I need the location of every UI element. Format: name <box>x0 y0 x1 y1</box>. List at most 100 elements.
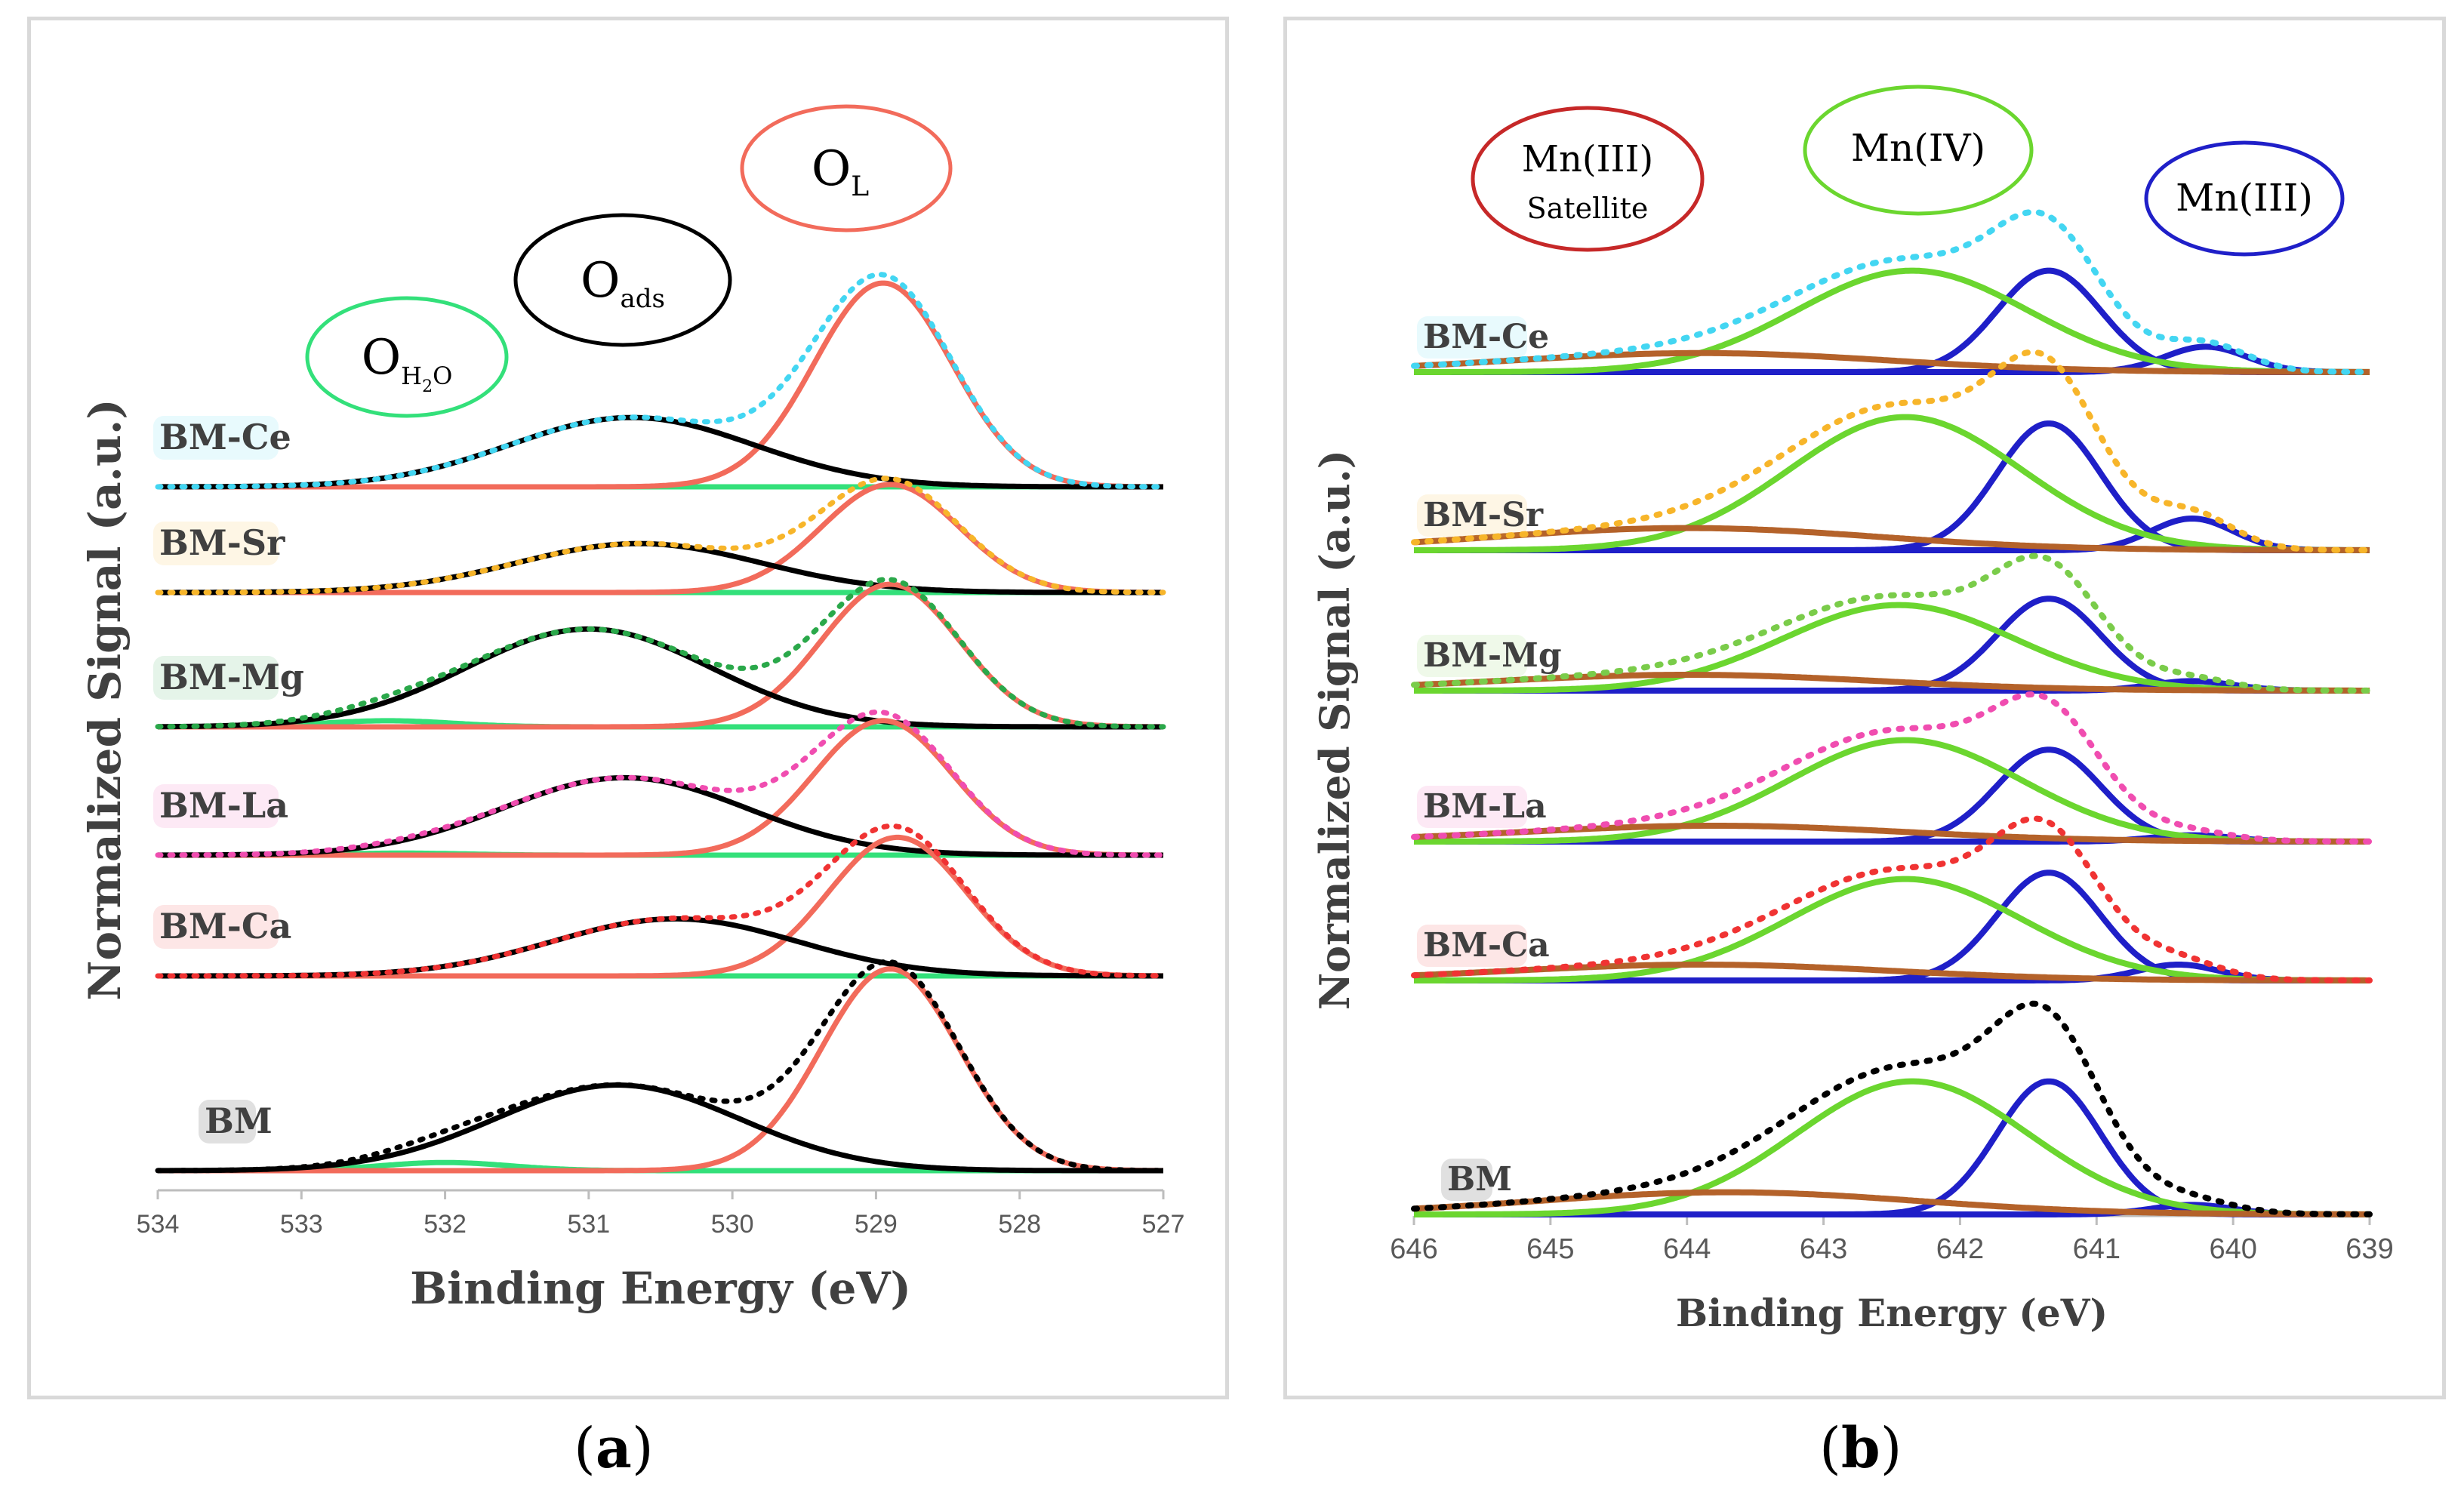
x-tick-label: 533 <box>280 1210 323 1239</box>
envelope-dotted-line <box>155 709 1166 858</box>
series-bm-ce: BM-Ce <box>1411 208 2373 375</box>
series-label: BM <box>205 1100 273 1141</box>
ol-component-line <box>158 482 1163 596</box>
x-tick-label: 646 <box>1390 1233 1437 1265</box>
x-axis-label: Binding Energy (eV) <box>1676 1291 2108 1335</box>
series-label: BM-Ca <box>1423 926 1550 965</box>
x-tick-label: 527 <box>1142 1210 1185 1239</box>
x-axis-label: Binding Energy (eV) <box>410 1263 911 1314</box>
sublabel-a: (a) <box>574 1416 654 1481</box>
envelope-dotted-line <box>155 272 1166 490</box>
ol-component-line <box>158 966 1163 1174</box>
series-label-glow <box>1417 494 1527 537</box>
envelope-dotted-line <box>155 577 1166 730</box>
envelope-dotted-line <box>1411 553 2373 694</box>
series-bm-la: BM-La <box>1411 691 2373 845</box>
series-label-glow <box>153 522 279 565</box>
oads-component-line <box>158 916 1163 979</box>
svg-text:Mn(IV): Mn(IV) <box>1851 126 1985 170</box>
mn3-component-line <box>1414 870 2370 983</box>
mn3-satellite-line <box>1413 823 2370 845</box>
envelope-dotted-line <box>1411 815 2373 983</box>
svg-text:Satellite: Satellite <box>1527 192 1649 225</box>
series-label-glow <box>1417 635 1527 677</box>
ol-component-line <box>158 718 1164 858</box>
ol-component-line <box>158 280 1163 490</box>
x-tick-label: 640 <box>2209 1233 2256 1265</box>
series-bm: BM <box>155 959 1166 1174</box>
mn3-satellite-line <box>1413 962 2370 983</box>
x-tick-label: 531 <box>567 1210 610 1239</box>
series-label: BM-Sr <box>1423 496 1544 534</box>
series-bm-ce: BM-Ce <box>153 272 1166 490</box>
x-tick-label: 639 <box>2345 1233 2393 1265</box>
series-label: BM-La <box>1423 787 1547 826</box>
x-tick-label: 534 <box>137 1210 180 1239</box>
svg-text:Mn(III): Mn(III) <box>1522 138 1653 180</box>
oads-peak-label: Oads <box>513 213 732 347</box>
envelope-dotted-line <box>155 959 1166 1174</box>
sublabel-b: (b) <box>1819 1416 1902 1481</box>
y-axis-label: Normalized Signal (a.u.) <box>79 399 131 1000</box>
mn4-component-line <box>1414 876 2370 983</box>
series-label-glow <box>153 784 279 828</box>
y-axis-label: Normalized Signal (a.u.) <box>1311 450 1359 1010</box>
envelope-dotted-line <box>1411 691 2373 845</box>
series-label-glow <box>153 416 279 460</box>
series-label-glow <box>199 1100 256 1143</box>
envelope-dotted-line <box>1411 1000 2373 1217</box>
svg-text:Mn(III): Mn(III) <box>2176 176 2313 220</box>
ol-peak-label: OL <box>740 104 953 232</box>
series-label: BM-Sr <box>159 522 285 563</box>
series-label-glow <box>153 905 279 949</box>
series-label: BM-La <box>159 785 288 826</box>
series-label: BM-Mg <box>159 657 304 697</box>
mn3-satellite-line <box>1413 672 2370 694</box>
series-label: BM <box>1447 1160 1512 1199</box>
ol-component-line <box>158 834 1163 979</box>
x-tick-label: 642 <box>1936 1233 1984 1265</box>
mn3-satellite-line <box>1413 349 2370 375</box>
mn4-component-line <box>1414 737 2370 845</box>
x-tick-label: 645 <box>1526 1233 1574 1265</box>
envelope-dotted-line <box>1411 349 2373 553</box>
x-tick-label: 641 <box>2073 1233 2121 1265</box>
series-label-glow <box>1441 1159 1492 1201</box>
series-bm-ca: BM-Ca <box>153 823 1166 979</box>
mn3-peak-label: Mn(III) <box>2144 140 2345 257</box>
mn3-satellite-line <box>1413 1189 2370 1217</box>
series-label: BM-Ca <box>159 906 291 946</box>
mn4-component-line <box>1414 414 2370 553</box>
envelope-dotted-line <box>1411 208 2373 375</box>
series-bm-sr: BM-Sr <box>1411 349 2373 553</box>
series-label: BM-Mg <box>1423 636 1562 675</box>
series-bm-la: BM-La <box>153 709 1166 858</box>
envelope-dotted-line <box>155 476 1166 596</box>
oads-component-line <box>158 774 1163 858</box>
series-bm-mg: BM-Mg <box>1411 553 2373 694</box>
series-bm: BM <box>1411 1000 2373 1217</box>
series-label: BM-Ce <box>1423 318 1549 356</box>
mn3-satellite-peak-label: Mn(III) Satellite <box>1471 106 1705 252</box>
chart-a: 534 533 532 531 530 529 528 527 Binding Energy (… <box>79 104 1185 1314</box>
series-label-glow <box>1417 925 1527 967</box>
series-bm-ca: BM-Ca <box>1411 815 2373 983</box>
oh2o-peak-label: OH2O <box>305 296 509 418</box>
x-tick-label: 529 <box>855 1210 898 1239</box>
ol-component-line <box>158 581 1163 730</box>
mn4-peak-label: Mn(IV) <box>1803 85 2034 216</box>
series-label: BM-Ce <box>159 417 291 457</box>
x-tick-label: 532 <box>424 1210 467 1239</box>
series-bm-sr: BM-Sr <box>153 476 1166 596</box>
chart-b: 646 645 644 643 642 641 640 639 Binding Energy (… <box>1311 85 2394 1335</box>
envelope-dotted-line <box>155 823 1166 979</box>
x-tick-label: 528 <box>998 1210 1041 1239</box>
x-tick-label: 644 <box>1663 1233 1711 1265</box>
mn3-component-line <box>1414 1078 2370 1217</box>
x-tick-label: 530 <box>711 1210 754 1239</box>
panel-b: 646 645 644 643 642 641 640 639 Binding Energy (… <box>1283 17 2446 1399</box>
panel-a: 534 533 532 531 530 529 528 527 Binding Energy (… <box>27 17 1229 1399</box>
series-label-glow <box>153 656 279 700</box>
mn3-satellite-line <box>1413 525 2370 553</box>
series-label-glow <box>1417 316 1527 359</box>
